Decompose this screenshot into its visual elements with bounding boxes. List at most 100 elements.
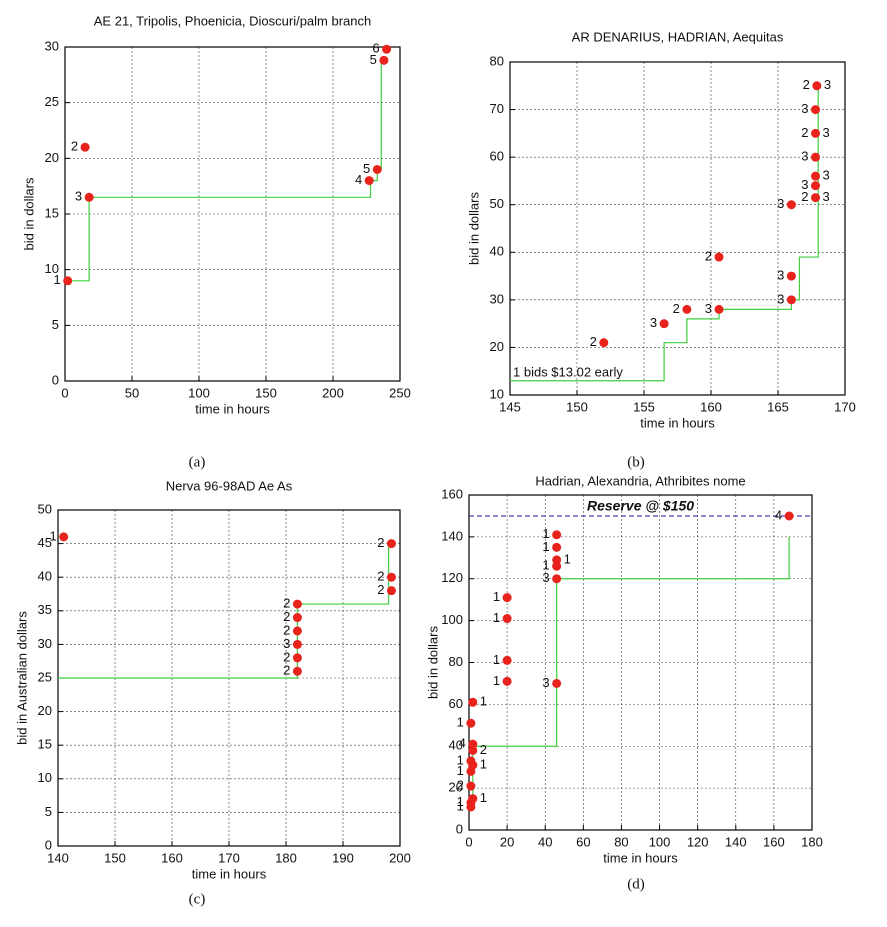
bid-point bbox=[502, 614, 512, 624]
bid-point bbox=[386, 572, 396, 582]
bidder-label: 3 bbox=[650, 315, 657, 330]
y-tick-label: 15 bbox=[38, 737, 52, 752]
x-tick-label: 80 bbox=[614, 834, 628, 849]
panel: AE 21, Tripolis, Phoenicia, Dioscuri/pal… bbox=[21, 13, 410, 470]
caption: (c) bbox=[189, 891, 206, 907]
plot-frame bbox=[64, 46, 401, 382]
bidder-label: 1 bbox=[53, 272, 60, 287]
bid-point bbox=[552, 574, 562, 584]
bidder-label: 3 bbox=[777, 196, 784, 211]
bid-point bbox=[466, 718, 476, 728]
x-tick-label: 200 bbox=[322, 385, 344, 400]
bidder-label: 2 bbox=[283, 622, 290, 637]
panel-title: Hadrian, Alexandria, Athribites nome bbox=[535, 473, 745, 488]
bidder-label: 3 bbox=[824, 77, 831, 92]
x-tick-label: 150 bbox=[566, 399, 588, 414]
bid-point bbox=[502, 655, 512, 665]
y-tick-label: 20 bbox=[449, 780, 463, 795]
bidder-label: 2 bbox=[803, 77, 810, 92]
bid-point bbox=[468, 745, 478, 755]
bidder-label: 2 bbox=[673, 301, 680, 316]
y-tick-label: 5 bbox=[45, 804, 52, 819]
x-tick-label: 250 bbox=[389, 385, 411, 400]
x-tick-label: 145 bbox=[499, 399, 521, 414]
step-line bbox=[510, 85, 819, 382]
bid-point bbox=[599, 338, 609, 348]
bidder-label: 1 bbox=[457, 798, 464, 813]
y-tick-label: 20 bbox=[45, 150, 59, 165]
bid-point bbox=[552, 530, 562, 540]
panel-title: AE 21, Tripolis, Phoenicia, Dioscuri/pal… bbox=[94, 13, 371, 28]
y-axis-label: bid in dollars bbox=[466, 192, 481, 265]
bid-point bbox=[468, 697, 478, 707]
bidder-label: 3 bbox=[801, 149, 808, 164]
bid-point bbox=[379, 55, 389, 65]
x-tick-label: 155 bbox=[633, 399, 655, 414]
y-tick-label: 40 bbox=[38, 569, 52, 584]
y-tick-label: 10 bbox=[45, 261, 59, 276]
y-tick-label: 0 bbox=[52, 372, 59, 387]
y-tick-label: 30 bbox=[45, 38, 59, 53]
bidder-label: 5 bbox=[370, 52, 377, 67]
bidder-label: 2 bbox=[705, 248, 712, 263]
bid-point bbox=[59, 532, 69, 542]
x-tick-label: 60 bbox=[576, 834, 590, 849]
step-line bbox=[469, 536, 790, 810]
bidder-label: 1 bbox=[542, 539, 549, 554]
bidder-label: 3 bbox=[823, 189, 830, 204]
x-tick-label: 180 bbox=[801, 834, 823, 849]
x-axis-label: time in hours bbox=[603, 850, 678, 865]
plot-frame bbox=[468, 494, 813, 831]
bid-point bbox=[372, 164, 382, 174]
plot-frame bbox=[509, 61, 846, 396]
y-tick-label: 10 bbox=[490, 386, 504, 401]
x-tick-label: 165 bbox=[767, 399, 789, 414]
x-tick-label: 200 bbox=[389, 850, 411, 865]
panel-title: Nerva 96-98AD Ae As bbox=[166, 478, 293, 493]
bidder-label: 3 bbox=[801, 101, 808, 116]
caption: (a) bbox=[189, 454, 206, 470]
x-axis-label: time in hours bbox=[640, 415, 715, 430]
bidder-label: 2 bbox=[283, 663, 290, 678]
y-axis-label: bid in dollars bbox=[21, 177, 36, 250]
bid-point bbox=[386, 539, 396, 549]
bidder-label: 1 bbox=[493, 652, 500, 667]
x-tick-label: 0 bbox=[465, 834, 472, 849]
bidder-label: 1 bbox=[49, 528, 56, 543]
bid-point bbox=[468, 739, 478, 749]
annotation: 1 bids $13.02 early bbox=[513, 364, 623, 379]
bid-point bbox=[811, 128, 821, 138]
x-tick-label: 140 bbox=[47, 850, 69, 865]
bidder-label: 1 bbox=[493, 589, 500, 604]
bidder-label: 2 bbox=[457, 777, 464, 792]
bidder-label: 1 bbox=[542, 526, 549, 541]
bidder-label: 1 bbox=[457, 715, 464, 730]
panel: AR DENARIUS, HADRIAN, Aequitas time in ho… bbox=[466, 29, 855, 470]
bidder-label: 3 bbox=[823, 125, 830, 140]
bid-point bbox=[714, 304, 724, 314]
bidder-label: 2 bbox=[283, 609, 290, 624]
x-tick-label: 20 bbox=[500, 834, 514, 849]
bid-point bbox=[466, 781, 476, 791]
bid-point bbox=[811, 171, 821, 181]
x-tick-label: 170 bbox=[218, 850, 240, 865]
y-tick-label: 25 bbox=[38, 669, 52, 684]
x-tick-label: 190 bbox=[332, 850, 354, 865]
y-tick-label: 20 bbox=[38, 703, 52, 718]
y-tick-label: 25 bbox=[45, 94, 59, 109]
bid-point bbox=[786, 200, 796, 210]
bid-point bbox=[80, 142, 90, 152]
bid-point bbox=[292, 626, 302, 636]
y-tick-label: 30 bbox=[490, 291, 504, 306]
y-axis-label: bid in Australian dollars bbox=[14, 611, 29, 745]
bid-point bbox=[382, 44, 392, 54]
bidder-label: 1 bbox=[542, 558, 549, 573]
caption: (b) bbox=[627, 454, 645, 470]
bid-point bbox=[811, 105, 821, 115]
bid-point bbox=[786, 271, 796, 281]
bidder-label: 3 bbox=[705, 301, 712, 316]
step-line bbox=[67, 59, 387, 282]
y-tick-label: 45 bbox=[38, 535, 52, 550]
y-tick-label: 40 bbox=[490, 244, 504, 259]
bidder-label: 2 bbox=[480, 742, 487, 757]
